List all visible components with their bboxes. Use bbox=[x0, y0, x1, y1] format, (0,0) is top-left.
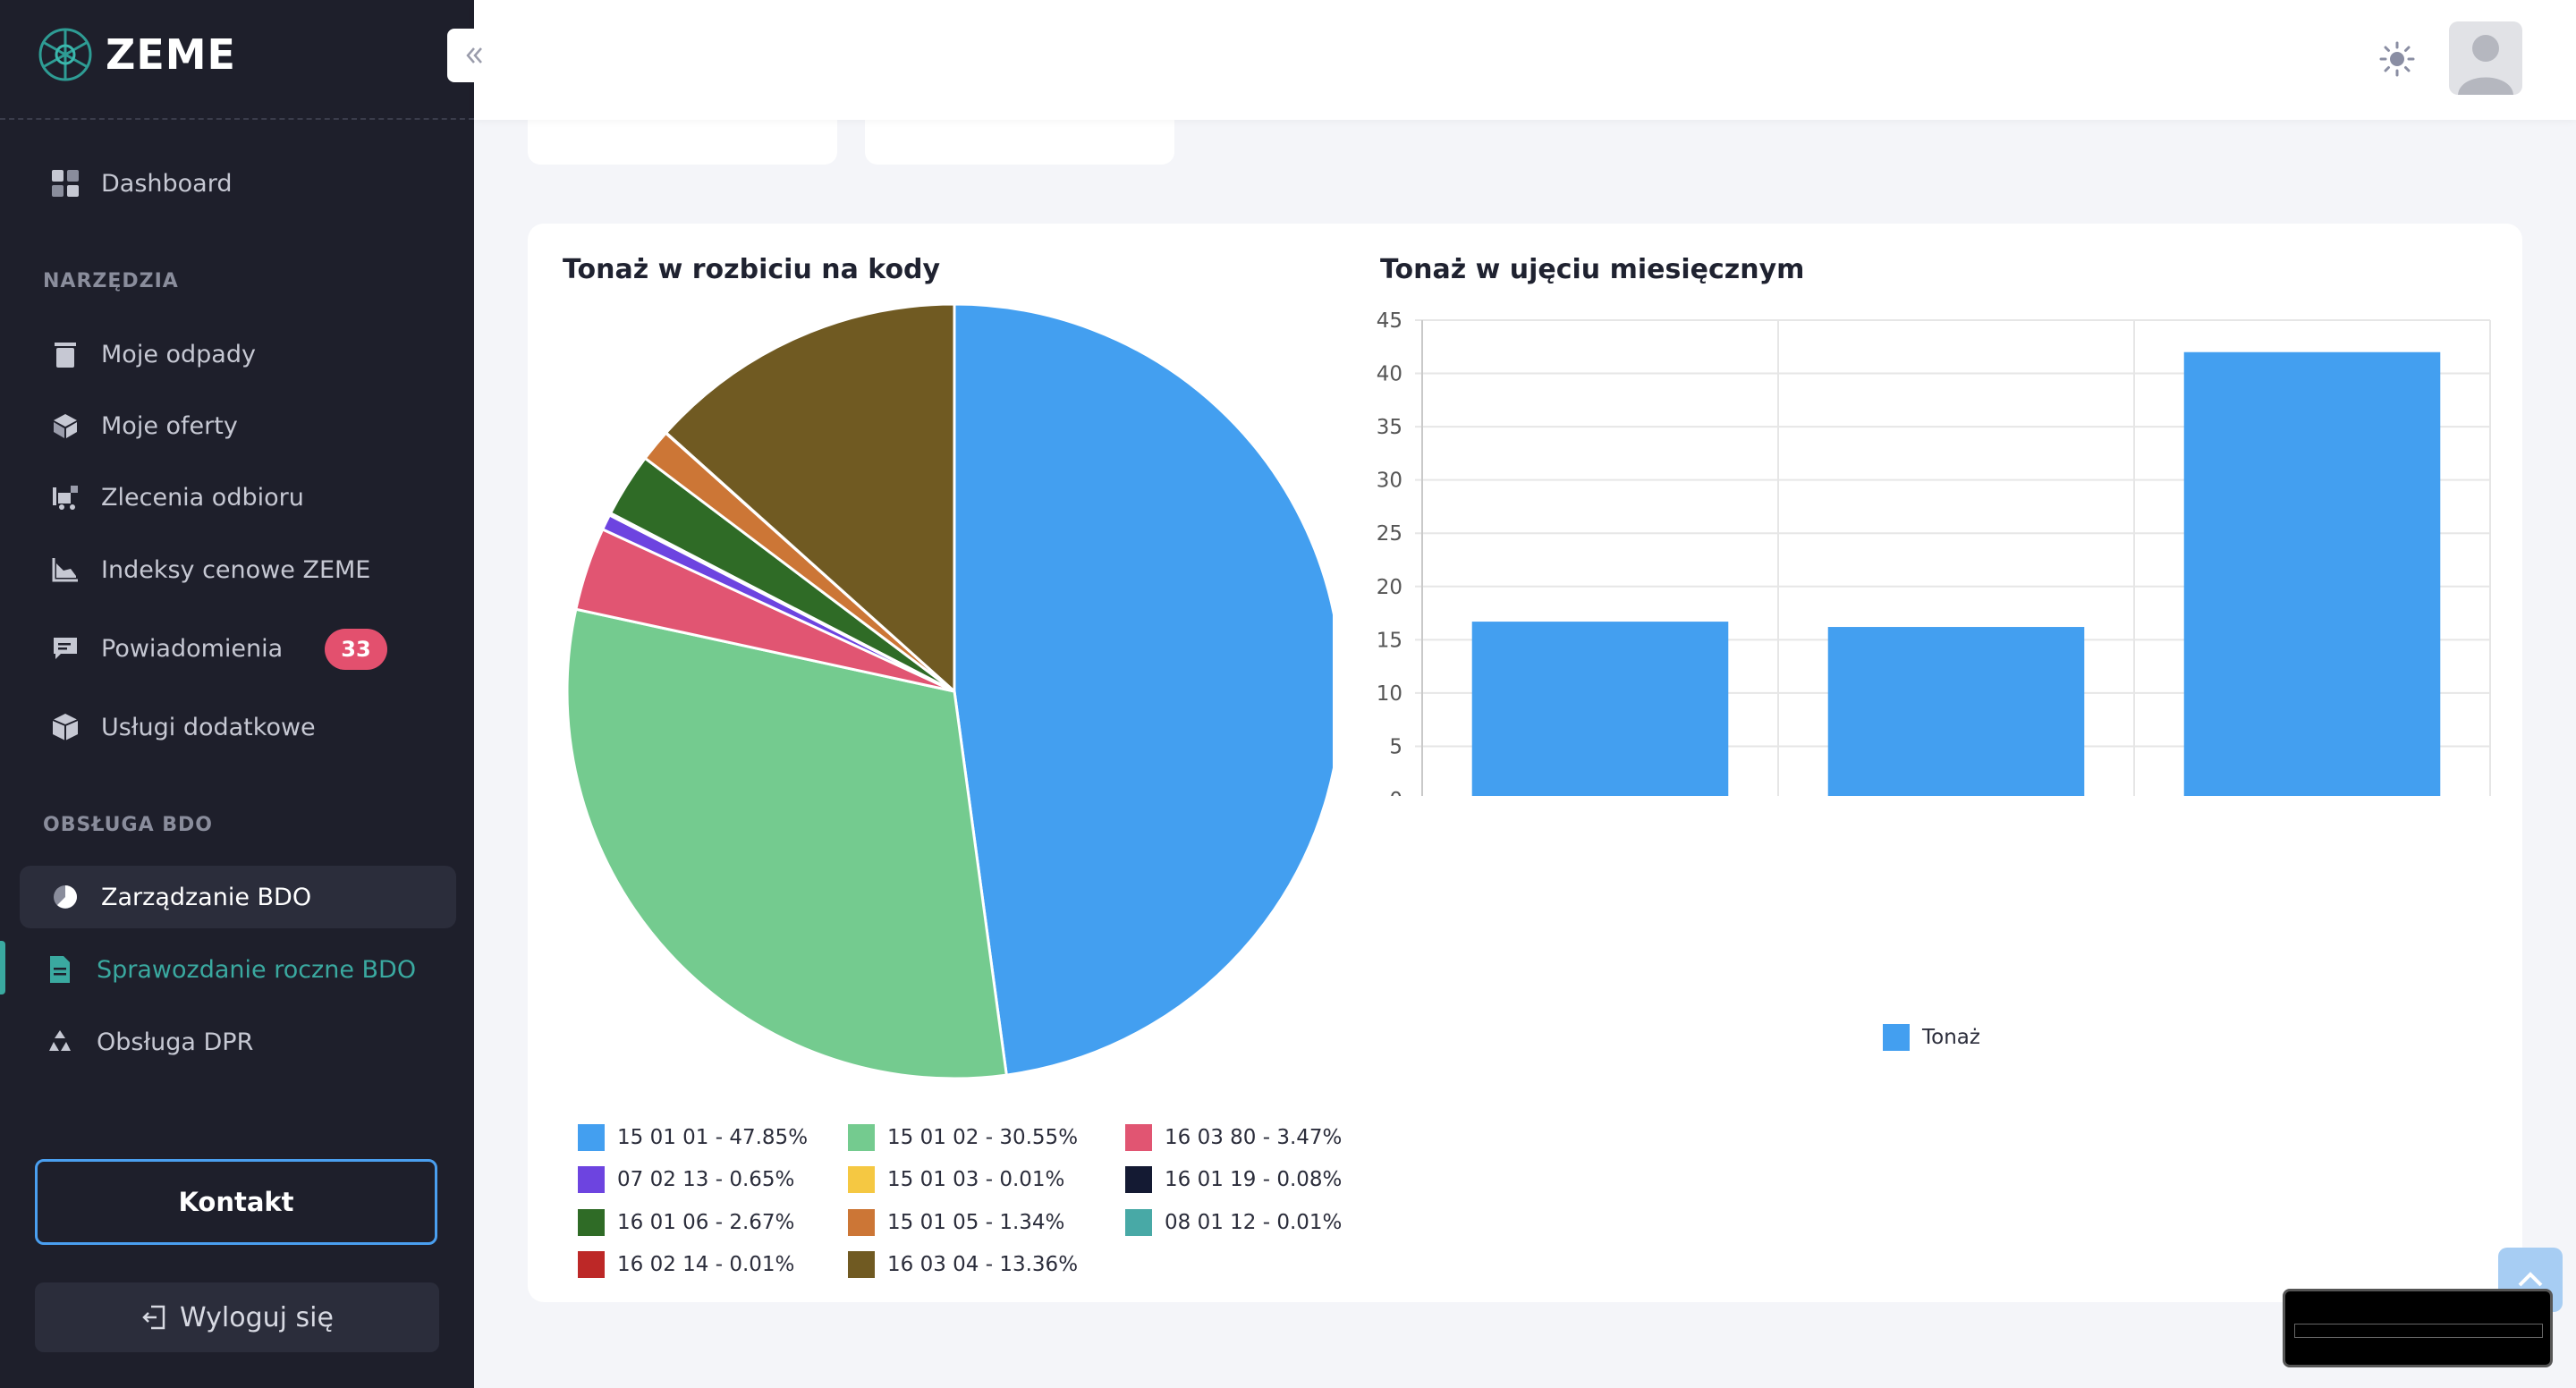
logout-label: Wyloguj się bbox=[180, 1301, 334, 1333]
logout-icon bbox=[142, 1305, 165, 1330]
chevrons-left-icon bbox=[466, 47, 482, 63]
sidebar-item-label: Dashboard bbox=[101, 169, 233, 198]
document-icon bbox=[45, 954, 75, 985]
kontakt-button[interactable]: Kontakt bbox=[35, 1159, 437, 1245]
bar-2025-06[interactable] bbox=[1471, 622, 1729, 796]
y-tick-label: 45 bbox=[1377, 309, 1402, 333]
sidebar-item-label: Sprawozdanie roczne BDO bbox=[97, 955, 417, 984]
user-avatar[interactable] bbox=[2449, 21, 2522, 95]
sidebar-item-obsluga-dpr[interactable]: Obsługa DPR bbox=[20, 1011, 456, 1073]
chart-area-icon bbox=[50, 554, 80, 585]
legend-item[interactable]: 16 03 04 - 13.36% bbox=[848, 1251, 1078, 1278]
legend-item[interactable]: 08 01 12 - 0.01% bbox=[1125, 1209, 1342, 1236]
current-page-indicator bbox=[0, 941, 5, 994]
bar-legend-item[interactable]: Tonaż bbox=[1883, 1024, 1980, 1051]
sidebar-item-indeksy-cenowe[interactable]: Indeksy cenowe ZEME bbox=[20, 538, 456, 601]
charts-card: Tonaż w rozbiciu na kody Tonaż w ujęciu … bbox=[528, 224, 2522, 1302]
bar-chart: 0510152025303540452025-062025-072025-08 bbox=[1377, 309, 2491, 796]
section-title-narzedzia: NARZĘDZIA bbox=[43, 270, 179, 292]
sidebar-item-zlecenia-odbioru[interactable]: Zlecenia odbioru bbox=[20, 466, 456, 529]
y-tick-label: 35 bbox=[1377, 416, 1402, 439]
sidebar-item-sprawozdanie-bdo[interactable]: Sprawozdanie roczne BDO bbox=[20, 938, 456, 1001]
sidebar-item-label: Indeksy cenowe ZEME bbox=[101, 555, 371, 584]
sidebar-item-label: Obsługa DPR bbox=[97, 1028, 254, 1056]
sidebar-item-label: Usługi dodatkowe bbox=[101, 713, 316, 741]
sidebar-item-label: Zarządzanie BDO bbox=[101, 883, 312, 911]
zeme-logo-icon bbox=[38, 28, 92, 81]
y-tick-label: 30 bbox=[1377, 470, 1402, 493]
sun-icon[interactable] bbox=[2379, 41, 2415, 80]
legend-item[interactable]: 15 01 01 - 47.85% bbox=[578, 1124, 808, 1151]
y-tick-label: 5 bbox=[1389, 735, 1402, 758]
sidebar-item-label: Powiadomienia bbox=[101, 634, 284, 663]
sidebar-item-moje-oferty[interactable]: Moje oferty bbox=[20, 394, 456, 457]
sidebar-divider bbox=[0, 118, 474, 120]
legend-item[interactable]: 16 01 19 - 0.08% bbox=[1125, 1166, 1342, 1193]
sidebar-item-powiadomienia[interactable]: Powiadomienia 33 bbox=[20, 617, 456, 680]
y-tick-label: 40 bbox=[1377, 363, 1402, 386]
y-tick-label: 0 bbox=[1389, 789, 1402, 796]
sidebar-item-label: Moje odpady bbox=[101, 340, 256, 368]
sidebar-item-label: Moje oferty bbox=[101, 411, 238, 440]
collapse-sidebar-button[interactable] bbox=[447, 29, 501, 82]
brand-logo[interactable]: ZEME bbox=[36, 25, 236, 84]
trash-icon bbox=[50, 339, 80, 369]
preview-toolbar bbox=[2294, 1324, 2543, 1338]
sidebar-item-label: Zlecenia odbioru bbox=[101, 483, 304, 512]
sidebar-item-dashboard[interactable]: Dashboard bbox=[20, 152, 456, 215]
legend-item[interactable]: 15 01 03 - 0.01% bbox=[848, 1166, 1064, 1193]
y-tick-label: 25 bbox=[1377, 522, 1402, 546]
screen-recording-preview[interactable] bbox=[2283, 1289, 2553, 1367]
dashboard-icon bbox=[50, 168, 80, 199]
notifications-badge: 33 bbox=[325, 629, 387, 670]
legend-item[interactable]: 16 02 14 - 0.01% bbox=[578, 1251, 794, 1278]
cube-icon bbox=[50, 712, 80, 742]
brand-name: ZEME bbox=[106, 30, 236, 79]
sidebar-item-uslugi-dodatkowe[interactable]: Usługi dodatkowe bbox=[20, 696, 456, 758]
pie-chart-icon bbox=[50, 882, 80, 912]
pie-slice-15-01-02[interactable] bbox=[565, 607, 1009, 1080]
legend-item[interactable]: 15 01 02 - 30.55% bbox=[848, 1124, 1078, 1151]
bar-chart-title: Tonaż w ujęciu miesięcznym bbox=[1380, 254, 1805, 285]
legend-item[interactable]: 07 02 13 - 0.65% bbox=[578, 1166, 794, 1193]
pie-chart bbox=[565, 302, 1333, 1080]
sidebar-item-moje-odpady[interactable]: Moje odpady bbox=[20, 323, 456, 385]
recycle-icon bbox=[45, 1027, 75, 1057]
y-tick-label: 15 bbox=[1377, 629, 1402, 652]
y-tick-label: 20 bbox=[1377, 576, 1402, 599]
box-icon bbox=[50, 410, 80, 441]
bar-2025-07[interactable] bbox=[1827, 627, 2085, 796]
pie-chart-title: Tonaż w rozbiciu na kody bbox=[563, 254, 941, 285]
pie-slice-16-03-04[interactable] bbox=[664, 302, 956, 695]
legend-item[interactable]: 16 03 80 - 3.47% bbox=[1125, 1124, 1342, 1151]
message-icon bbox=[50, 633, 80, 664]
chevron-up-icon bbox=[2518, 1272, 2543, 1287]
legend-item[interactable]: 15 01 05 - 1.34% bbox=[848, 1209, 1064, 1236]
top-header bbox=[474, 0, 2576, 120]
logout-button[interactable]: Wyloguj się bbox=[35, 1282, 439, 1352]
y-tick-label: 10 bbox=[1377, 682, 1402, 706]
legend-item[interactable]: 16 01 06 - 2.67% bbox=[578, 1209, 794, 1236]
section-title-obsluga-bdo: OBSŁUGA BDO bbox=[43, 814, 213, 836]
bar-legend-label: Tonaż bbox=[1922, 1026, 1980, 1049]
pie-slice-15-01-01[interactable] bbox=[953, 302, 1333, 1077]
sidebar: ZEME Dashboard NARZĘDZIA Moje odpady Moj… bbox=[0, 0, 474, 1388]
sidebar-item-zarzadzanie-bdo[interactable]: Zarządzanie BDO bbox=[20, 866, 456, 928]
forklift-icon bbox=[50, 482, 80, 512]
bar-2025-08[interactable] bbox=[2183, 351, 2441, 796]
